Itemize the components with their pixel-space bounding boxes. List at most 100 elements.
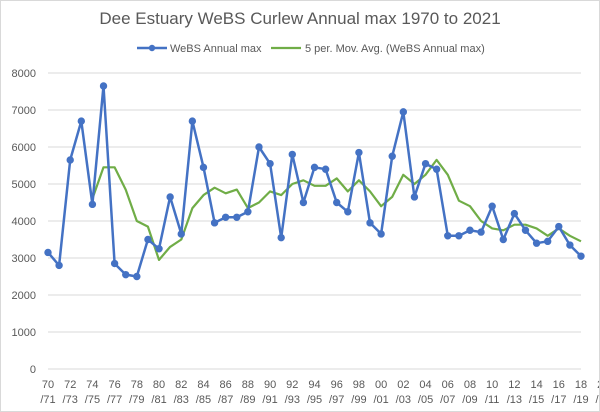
data-point: [455, 232, 463, 240]
y-tick-label: 0: [30, 364, 36, 376]
data-point: [577, 252, 585, 260]
data-point: [55, 261, 63, 270]
data-point: [44, 248, 52, 257]
x-tick-label: /09: [462, 394, 477, 406]
data-point: [321, 165, 330, 173]
x-tick-label: 74: [86, 379, 98, 391]
x-tick-label: /81: [151, 394, 166, 406]
x-tick-label: /71: [40, 394, 55, 406]
data-point: [233, 213, 241, 222]
data-point: [532, 239, 541, 247]
data-point: [299, 198, 308, 207]
x-tick-label: /85: [196, 394, 211, 406]
data-point: [566, 241, 574, 249]
y-tick-label: 8000: [12, 68, 36, 80]
x-tick-label: 02: [397, 379, 409, 391]
x-tick-label: /11: [485, 394, 499, 406]
data-point: [221, 213, 230, 222]
y-tick-label: 4000: [12, 216, 36, 228]
x-tick-label: 12: [508, 379, 520, 391]
x-tick-label: /03: [396, 394, 411, 406]
x-tick-label: 90: [264, 379, 276, 391]
x-tick-label: 10: [486, 379, 498, 391]
x-tick-label: /17: [551, 394, 566, 406]
data-point: [288, 150, 296, 159]
legend-label-webs-annual-max: WeBS Annual max: [170, 43, 262, 55]
data-point: [543, 237, 552, 246]
series-line-moving-average: [91, 158, 582, 261]
x-tick-label: 84: [197, 379, 209, 391]
x-tick-label: 72: [64, 379, 76, 391]
data-point: [66, 156, 74, 164]
legend-marker-point: [148, 44, 156, 52]
x-tick-label: /13: [507, 394, 522, 406]
data-point: [99, 82, 108, 90]
y-tick-label: 7000: [12, 105, 36, 117]
data-point: [210, 219, 219, 227]
x-tick-label: 88: [242, 379, 254, 391]
x-tick-label: 80: [153, 379, 165, 391]
y-tick-label: 5000: [12, 179, 36, 191]
data-point: [310, 163, 319, 172]
x-tick-label: 86: [220, 379, 232, 391]
x-tick-label: /07: [440, 394, 455, 406]
x-tick-label: /87: [218, 394, 233, 406]
x-tick-label: /05: [418, 394, 433, 406]
x-tick-label: 00: [375, 379, 387, 391]
data-point: [333, 198, 341, 207]
data-point: [521, 226, 530, 234]
data-point: [188, 117, 197, 125]
x-tick-label: /97: [329, 394, 344, 406]
data-point: [122, 270, 130, 279]
data-point: [377, 230, 385, 238]
x-tick-label: /83: [174, 394, 189, 406]
y-tick-label: 2000: [12, 290, 36, 302]
x-tick-label: 70: [42, 379, 54, 391]
chart-title: Dee Estuary WeBS Curlew Annual max 1970 …: [99, 9, 501, 28]
x-tick-label: /79: [129, 394, 144, 406]
data-point: [366, 219, 374, 227]
data-point: [166, 193, 174, 201]
data-point: [355, 148, 363, 157]
x-tick-label: 06: [442, 379, 454, 391]
x-tick-label: /77: [107, 394, 122, 406]
data-point: [244, 208, 252, 216]
data-point: [77, 117, 86, 125]
y-tick-label: 3000: [12, 253, 36, 265]
x-tick-label: 98: [353, 379, 365, 391]
x-tick-label: 14: [530, 379, 542, 391]
x-tick-label: 78: [131, 379, 143, 391]
x-tick-label: /91: [262, 394, 277, 406]
x-tick-label: 96: [331, 379, 343, 391]
data-point: [110, 259, 119, 268]
data-point: [133, 272, 141, 281]
data-point: [155, 245, 163, 253]
x-tick-label: 76: [109, 379, 121, 391]
x-tick-label: 16: [553, 379, 565, 391]
data-point: [555, 222, 563, 231]
x-tick-label: 82: [175, 379, 187, 391]
x-tick-label: /01: [373, 394, 388, 406]
series-line-webs-annual-max: [47, 84, 582, 278]
data-point: [177, 230, 185, 238]
data-point: [199, 163, 208, 172]
data-point: [410, 193, 419, 201]
data-point: [266, 159, 274, 168]
data-point: [466, 226, 474, 234]
data-point: [144, 235, 152, 244]
data-point: [388, 152, 396, 160]
data-point: [255, 143, 263, 151]
data-point: [421, 159, 430, 168]
data-point: [510, 209, 519, 218]
x-tick-label: 20: [597, 379, 599, 391]
x-tick-label: /95: [307, 394, 322, 406]
data-point: [499, 235, 507, 244]
data-point: [488, 202, 496, 210]
x-tick-label: 04: [419, 379, 431, 391]
x-tick-label: /73: [63, 394, 78, 406]
x-tick-label: 94: [308, 379, 320, 391]
legend-label-moving-average: 5 per. Mov. Avg. (WeBS Annual max): [305, 43, 485, 55]
x-tick-label: /93: [285, 394, 300, 406]
